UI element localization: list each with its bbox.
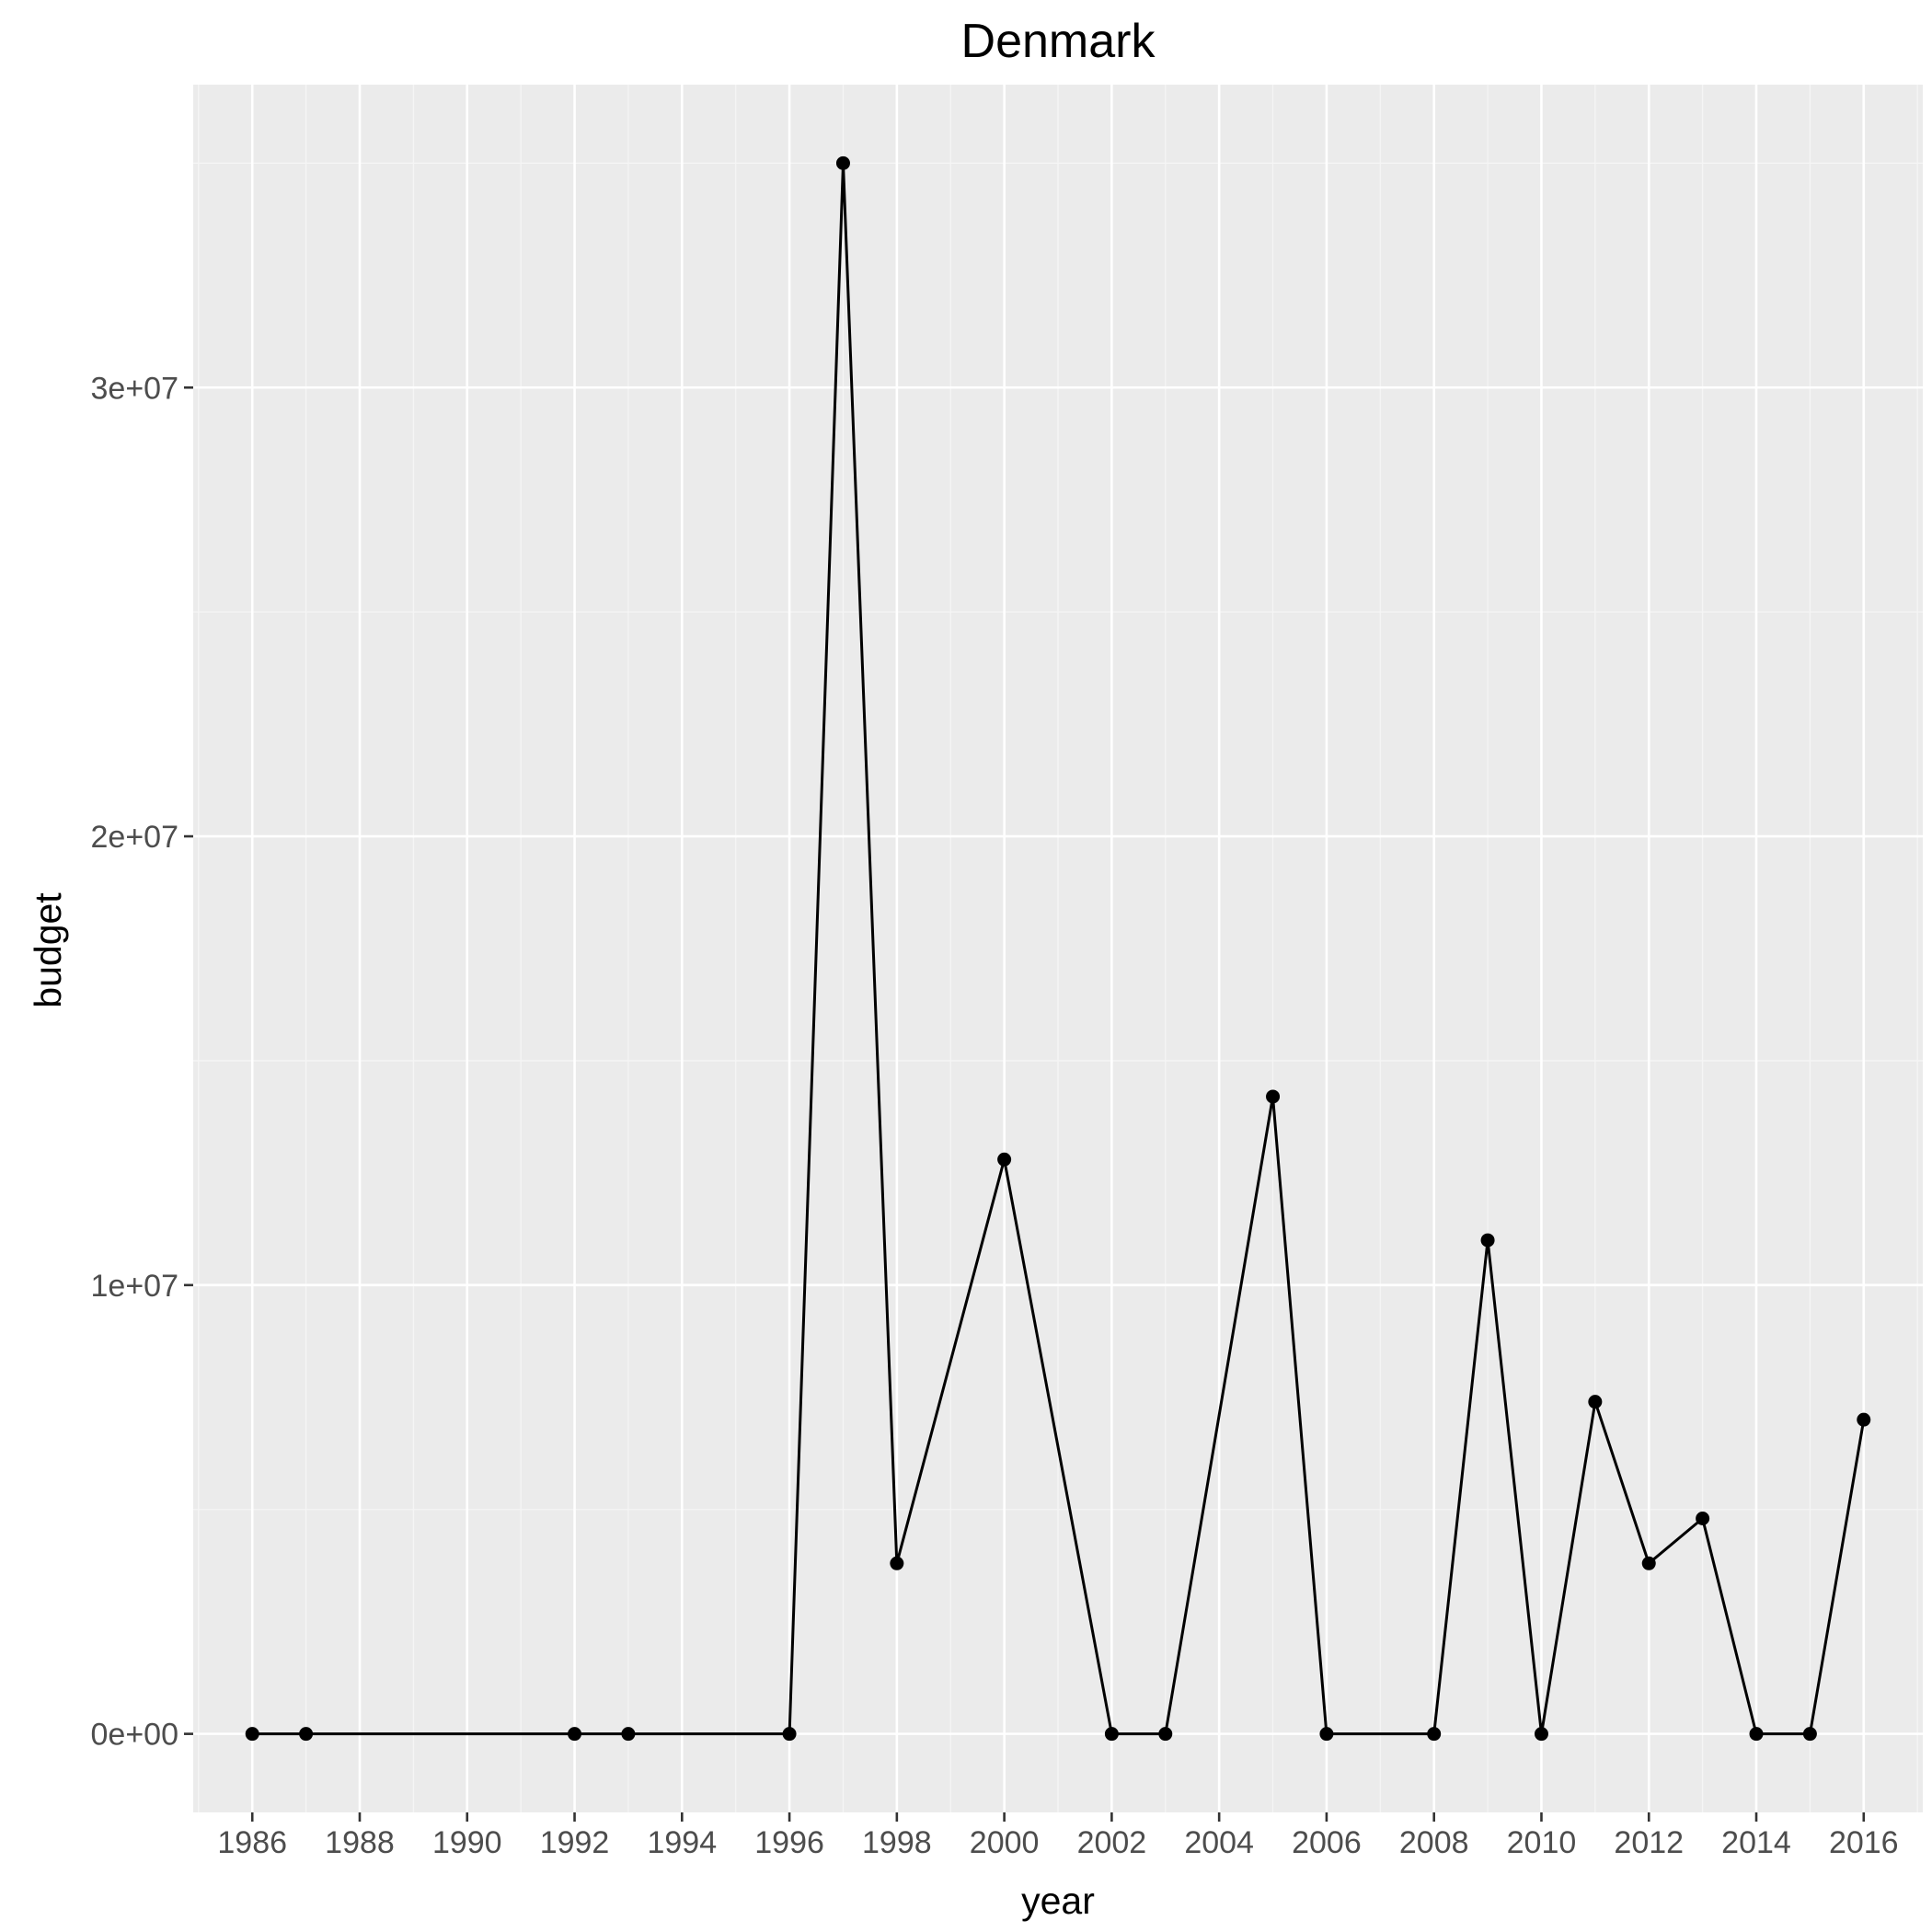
data-point (1641, 1556, 1656, 1570)
x-tick-label: 1990 (432, 1825, 502, 1860)
data-point (1588, 1395, 1603, 1409)
data-points (245, 155, 1871, 1742)
y-tick-label: 1e+07 (91, 1269, 179, 1304)
y-axis: 0e+00 1e+07 2e+07 3e+07 (91, 371, 193, 1753)
x-tick-label: 1986 (217, 1825, 287, 1860)
data-point (1749, 1727, 1764, 1742)
major-gridlines (193, 85, 1923, 1812)
x-tick-label: 1992 (540, 1825, 610, 1860)
x-tick-label: 2006 (1292, 1825, 1362, 1860)
data-point (1696, 1511, 1710, 1525)
x-tick-label: 2008 (1399, 1825, 1469, 1860)
data-point (782, 1727, 797, 1742)
data-point (1480, 1233, 1495, 1248)
data-point (1319, 1727, 1334, 1742)
y-tick-label: 2e+07 (91, 820, 179, 855)
y-tick-label: 0e+00 (91, 1718, 179, 1753)
x-tick-label: 1994 (647, 1825, 717, 1860)
data-point (1158, 1727, 1173, 1742)
x-tick-label: 2014 (1721, 1825, 1791, 1860)
data-point (890, 1556, 904, 1570)
data-point (1857, 1412, 1871, 1427)
x-tick-label: 2016 (1829, 1825, 1899, 1860)
x-axis-title: year (1021, 1880, 1095, 1922)
x-tick-label: 1998 (862, 1825, 932, 1860)
x-tick-label: 2004 (1184, 1825, 1254, 1860)
data-point (835, 155, 850, 170)
x-tick-label: 1996 (754, 1825, 824, 1860)
data-point (997, 1152, 1012, 1167)
x-tick-label: 1988 (325, 1825, 395, 1860)
x-tick-label: 2000 (970, 1825, 1040, 1860)
x-tick-label: 2010 (1507, 1825, 1577, 1860)
data-point (1534, 1727, 1548, 1742)
data-point (1427, 1727, 1442, 1742)
minor-gridlines (193, 85, 1923, 1812)
chart-title: Denmark (961, 15, 1156, 68)
data-point (568, 1727, 582, 1742)
x-axis: 1986 1988 1990 1992 1994 1996 1998 2000 2002 2004… (217, 1812, 1899, 1860)
y-tick-label: 3e+07 (91, 371, 179, 406)
data-point (1802, 1727, 1817, 1742)
data-point (1104, 1727, 1119, 1742)
data-point (299, 1727, 314, 1742)
x-tick-label: 2012 (1614, 1825, 1684, 1860)
data-point (245, 1727, 259, 1742)
data-point (621, 1727, 636, 1742)
y-axis-title: budget (27, 892, 69, 1008)
x-tick-label: 2002 (1077, 1825, 1147, 1860)
data-point (1266, 1089, 1281, 1104)
